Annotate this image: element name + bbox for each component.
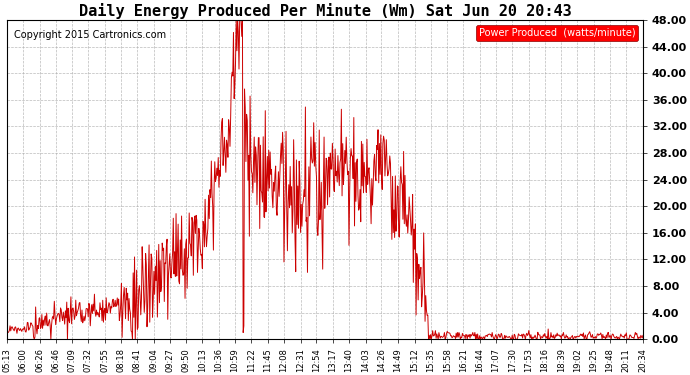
Title: Daily Energy Produced Per Minute (Wm) Sat Jun 20 20:43: Daily Energy Produced Per Minute (Wm) Sa… xyxy=(79,3,571,19)
Legend: Power Produced  (watts/minute): Power Produced (watts/minute) xyxy=(475,25,638,40)
Text: Copyright 2015 Cartronics.com: Copyright 2015 Cartronics.com xyxy=(14,30,166,39)
